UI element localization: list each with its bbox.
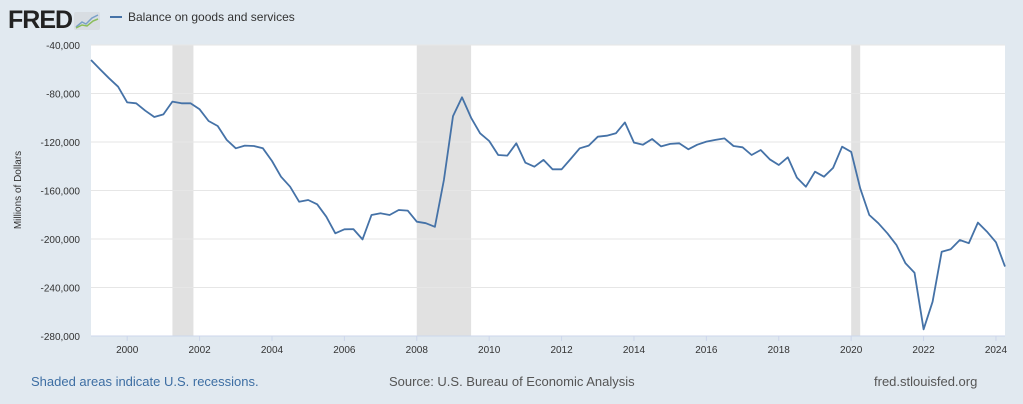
chart-legend: Balance on goods and services (110, 10, 295, 24)
y-tick-label: -240,000 (41, 284, 81, 295)
y-tick-label: -160,000 (41, 187, 81, 198)
y-tick-label: -280,000 (41, 332, 81, 343)
series-line (90, 59, 1006, 331)
source-text: Source: U.S. Bureau of Economic Analysis (389, 374, 635, 389)
x-tick-label: 2000 (116, 345, 139, 356)
fred-logo[interactable]: FRED (8, 6, 101, 35)
x-tick-label: 2004 (261, 345, 284, 356)
y-tick-label: -120,000 (41, 138, 81, 149)
y-tick-label: -200,000 (41, 235, 81, 246)
legend-label: Balance on goods and services (128, 10, 295, 24)
x-tick-label: 2024 (985, 345, 1008, 356)
y-tick-label: -80,000 (46, 90, 80, 101)
fred-chart-icon (74, 11, 101, 30)
x-tick-label: 2022 (912, 345, 935, 356)
y-axis-label: Millions of Dollars (13, 151, 24, 229)
x-tick-label: 2010 (478, 345, 501, 356)
site-link[interactable]: fred.stlouisfed.org (874, 374, 978, 389)
recession-note-link[interactable]: Shaded areas indicate U.S. recessions. (31, 374, 259, 389)
x-tick-label: 2018 (768, 345, 791, 356)
x-tick-label: 2012 (550, 345, 573, 356)
x-tick-label: 2002 (188, 345, 211, 356)
x-tick-label: 2020 (840, 345, 863, 356)
y-tick-label: -40,000 (46, 41, 80, 52)
logo-text: FRED (8, 6, 73, 34)
x-tick-label: 2008 (406, 345, 429, 356)
legend-line-swatch (110, 16, 122, 18)
x-tick-label: 2006 (333, 345, 356, 356)
x-tick-label: 2016 (695, 345, 718, 356)
x-tick-label: 2014 (623, 345, 646, 356)
